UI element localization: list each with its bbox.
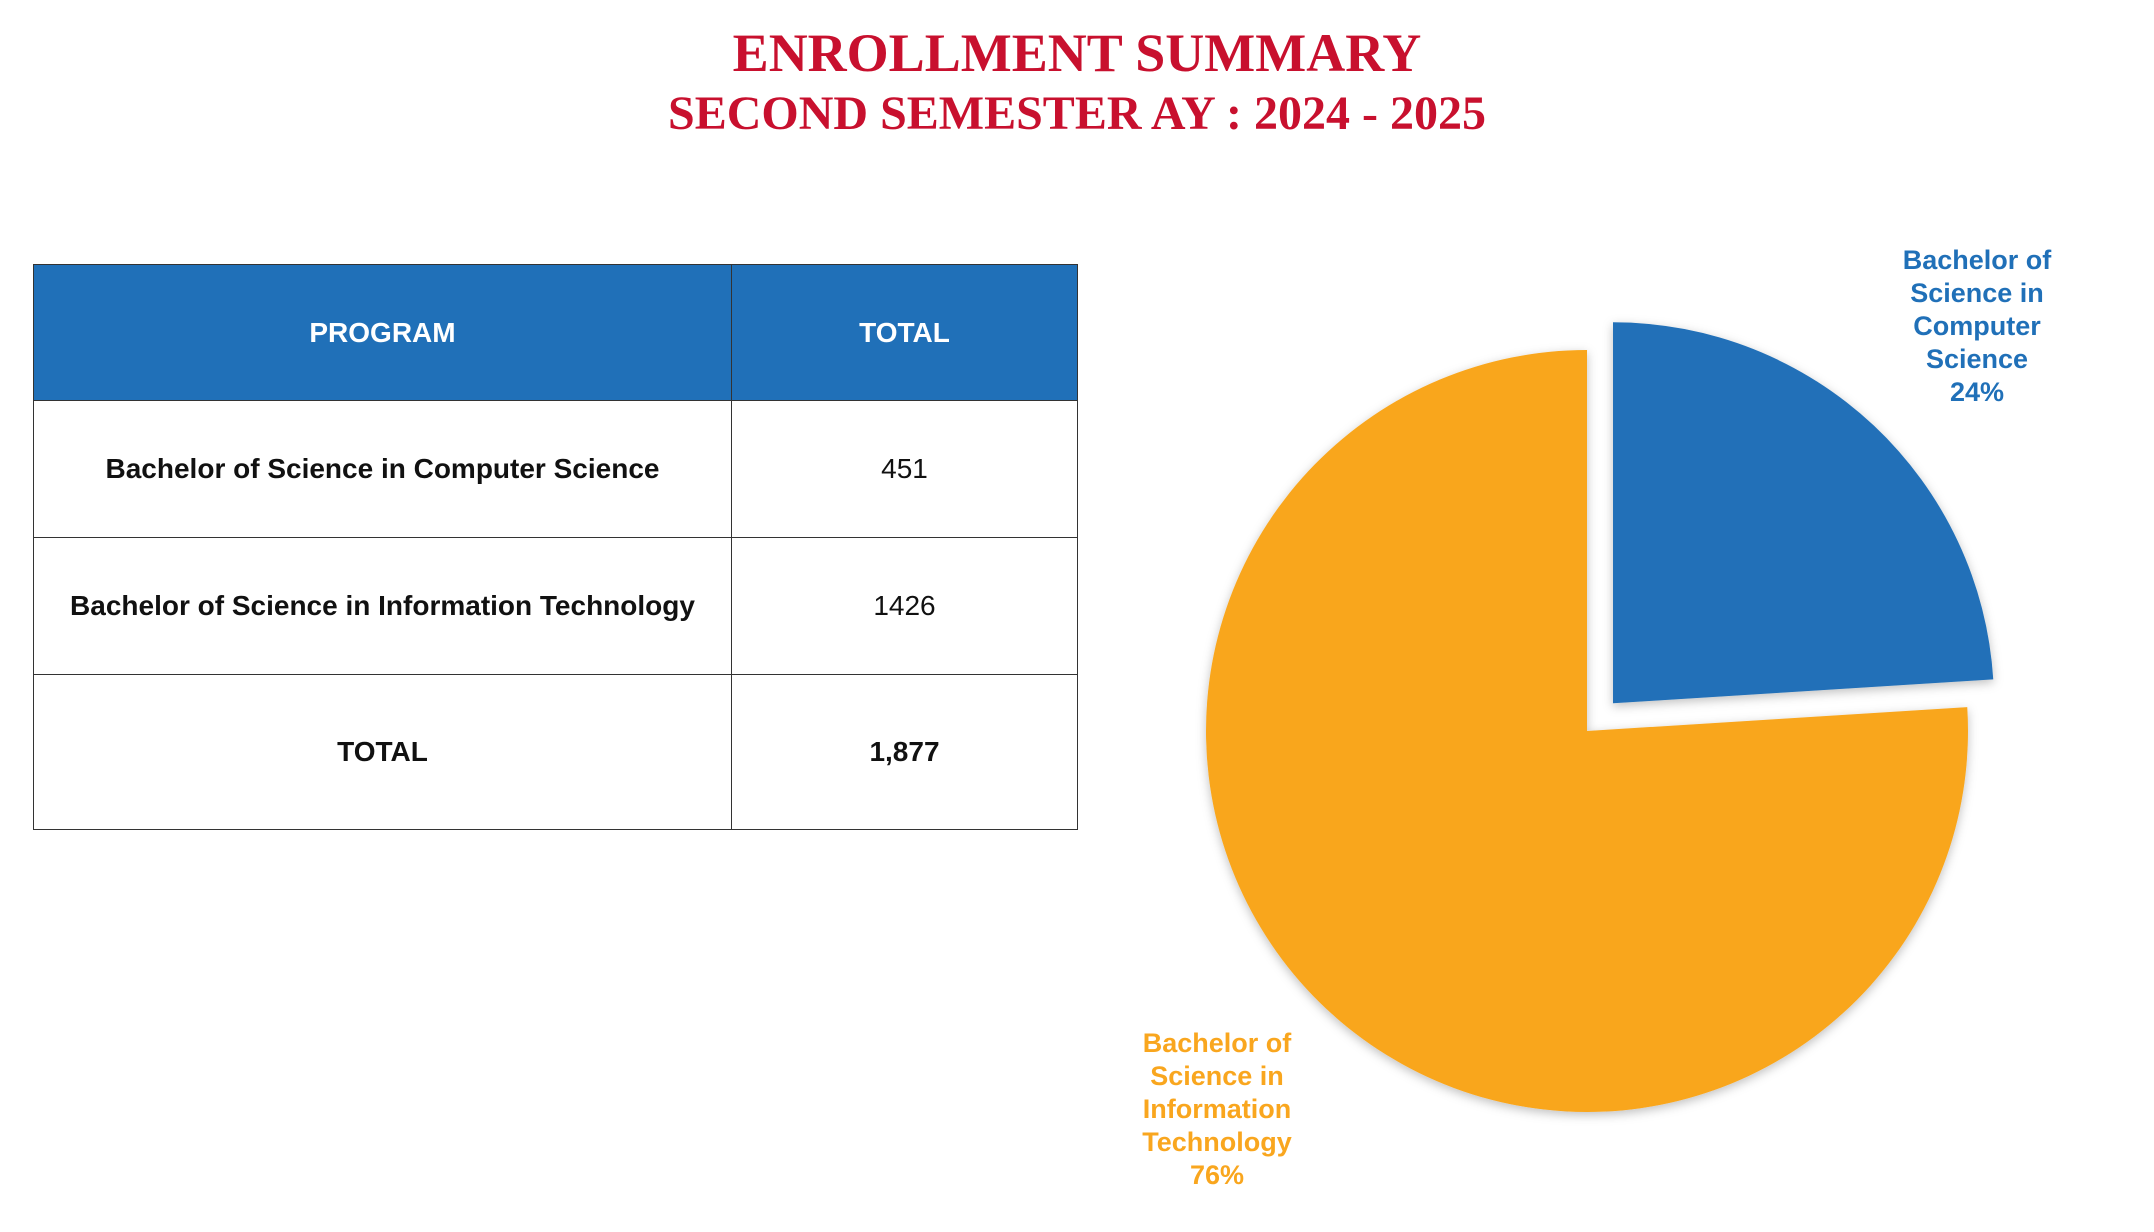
row: Bachelor of Science in Computer Science …: [33, 400, 1078, 538]
total-cell: 1,877: [731, 674, 1078, 830]
slice-label: Bachelor of Science in Information Techn…: [1142, 1028, 1292, 1157]
total-row: TOTAL 1,877: [33, 674, 1078, 830]
header-cell: PROGRAM: [33, 264, 732, 401]
header-row: PROGRAM TOTAL: [33, 264, 1078, 401]
slice-percent: 76%: [1189, 1160, 1245, 1190]
title: ENROLLMENT SUMMARY: [732, 23, 1422, 83]
pie-slice: [1206, 350, 1968, 1112]
header-cell: TOTAL: [731, 264, 1078, 401]
total-cell: 451: [731, 400, 1078, 538]
slice-percent: 24%: [1949, 377, 2005, 407]
program-cell: Bachelor of Science in Computer Science: [33, 400, 732, 538]
program-cell: Bachelor of Science in Information Techn…: [33, 537, 732, 675]
subtitle: SECOND SEMESTER AY : 2024 - 2025: [668, 87, 1486, 140]
row: Bachelor of Science in Information Techn…: [33, 537, 1078, 675]
enrollment-table: PROGRAM TOTAL Bachelor of Science in Com…: [33, 264, 1078, 830]
program-cell: TOTAL: [33, 674, 732, 830]
pie-slice: [1613, 322, 1994, 704]
slice-label: Bachelor of Science in Computer Science: [1902, 245, 2052, 374]
